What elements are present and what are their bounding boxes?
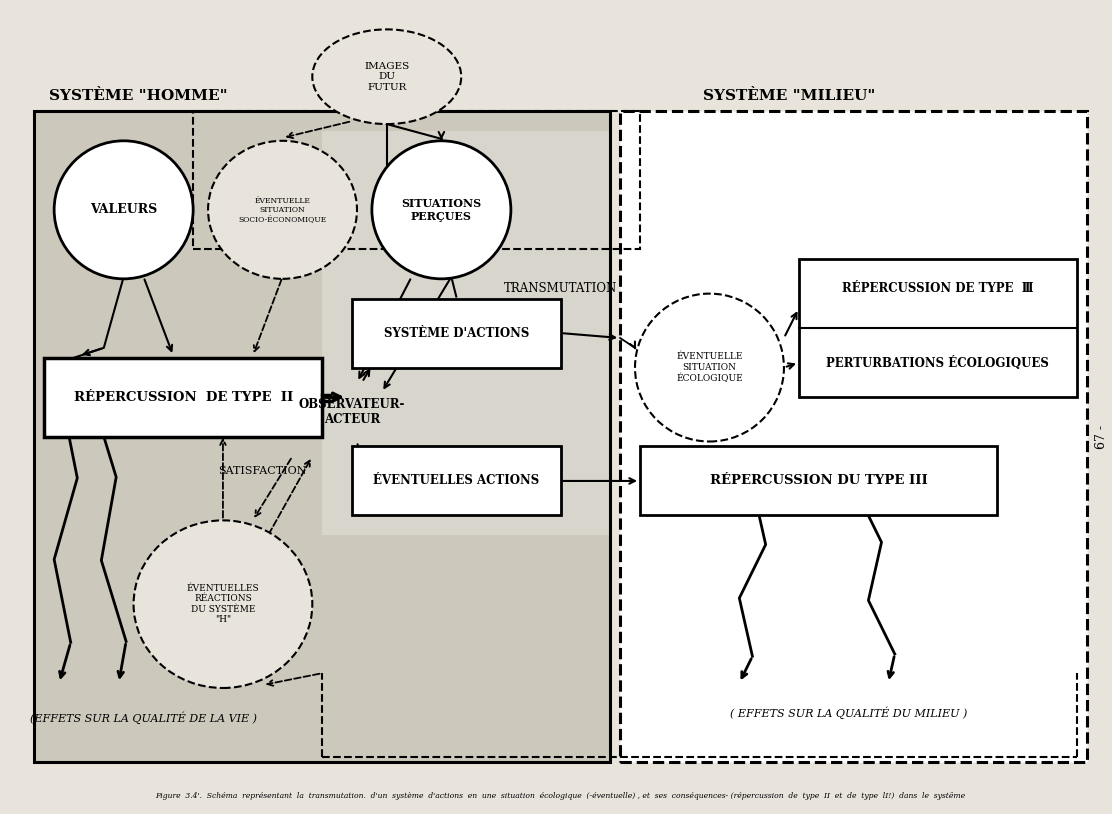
Text: SATISFACTION: SATISFACTION [218,466,307,476]
Ellipse shape [133,520,312,688]
Bar [193,112,641,249]
Bar [353,446,560,515]
Text: IMAGES
DU
FUTUR: IMAGES DU FUTUR [364,62,409,92]
Bar [641,446,997,515]
Ellipse shape [635,294,784,441]
Text: RÉPERCUSSION DU TYPE III: RÉPERCUSSION DU TYPE III [709,475,927,488]
Bar [34,112,610,762]
Text: PERTURBATIONS ÉCOLOGIQUES: PERTURBATIONS ÉCOLOGIQUES [826,356,1050,370]
Text: SYSTÈME D'ACTIONS: SYSTÈME D'ACTIONS [384,326,529,339]
Ellipse shape [208,141,357,279]
Text: 67 -: 67 - [1095,425,1109,449]
Text: ( EFFETS SUR LA QUALITÉ DU MILIEU ): ( EFFETS SUR LA QUALITÉ DU MILIEU ) [729,707,967,719]
Ellipse shape [312,29,461,124]
Text: TRANSMUTATION: TRANSMUTATION [504,282,617,295]
Text: SYSTÈME "MILIEU": SYSTÈME "MILIEU" [703,90,875,103]
Text: VALEURS: VALEURS [90,204,157,217]
Bar [44,357,322,436]
Text: RÉPERCUSSION  DE TYPE  II: RÉPERCUSSION DE TYPE II [73,391,292,404]
Text: ÉVENTUELLE
SITUATION
ÉCOLOGIQUE: ÉVENTUELLE SITUATION ÉCOLOGIQUE [676,352,743,383]
Text: SYSTÈME "HOMME": SYSTÈME "HOMME" [49,90,228,103]
Bar [322,131,610,535]
Text: SITUATIONS
PERÇUES: SITUATIONS PERÇUES [401,198,481,221]
Bar [620,112,1086,762]
Bar [34,112,610,762]
Text: ÉVENTUELLES ACTIONS: ÉVENTUELLES ACTIONS [374,475,539,488]
Text: ÉVENTUELLE
SITUATION
SOCIO-ÉCONOMIQUE: ÉVENTUELLE SITUATION SOCIO-ÉCONOMIQUE [238,197,327,223]
Bar [353,299,560,368]
Text: ÉVENTUELLES
RÉACTIONS
DU SYSTÈME
"H": ÉVENTUELLES RÉACTIONS DU SYSTÈME "H" [187,584,259,624]
Text: Figure  3.4'.  Schéma  représentant  la  transmutation.  d'un  système  d'action: Figure 3.4'. Schéma représentant la tran… [156,793,965,800]
Bar [798,259,1076,397]
Text: (EFFETS SUR LA QUALITÉ DE LA VIE ): (EFFETS SUR LA QUALITÉ DE LA VIE ) [30,711,257,724]
Text: OBSERVATEUR-
ACTEUR: OBSERVATEUR- ACTEUR [299,398,405,426]
Ellipse shape [54,141,193,279]
Ellipse shape [371,141,510,279]
Text: RÉPERCUSSION DE TYPE  Ⅲ: RÉPERCUSSION DE TYPE Ⅲ [842,282,1033,295]
